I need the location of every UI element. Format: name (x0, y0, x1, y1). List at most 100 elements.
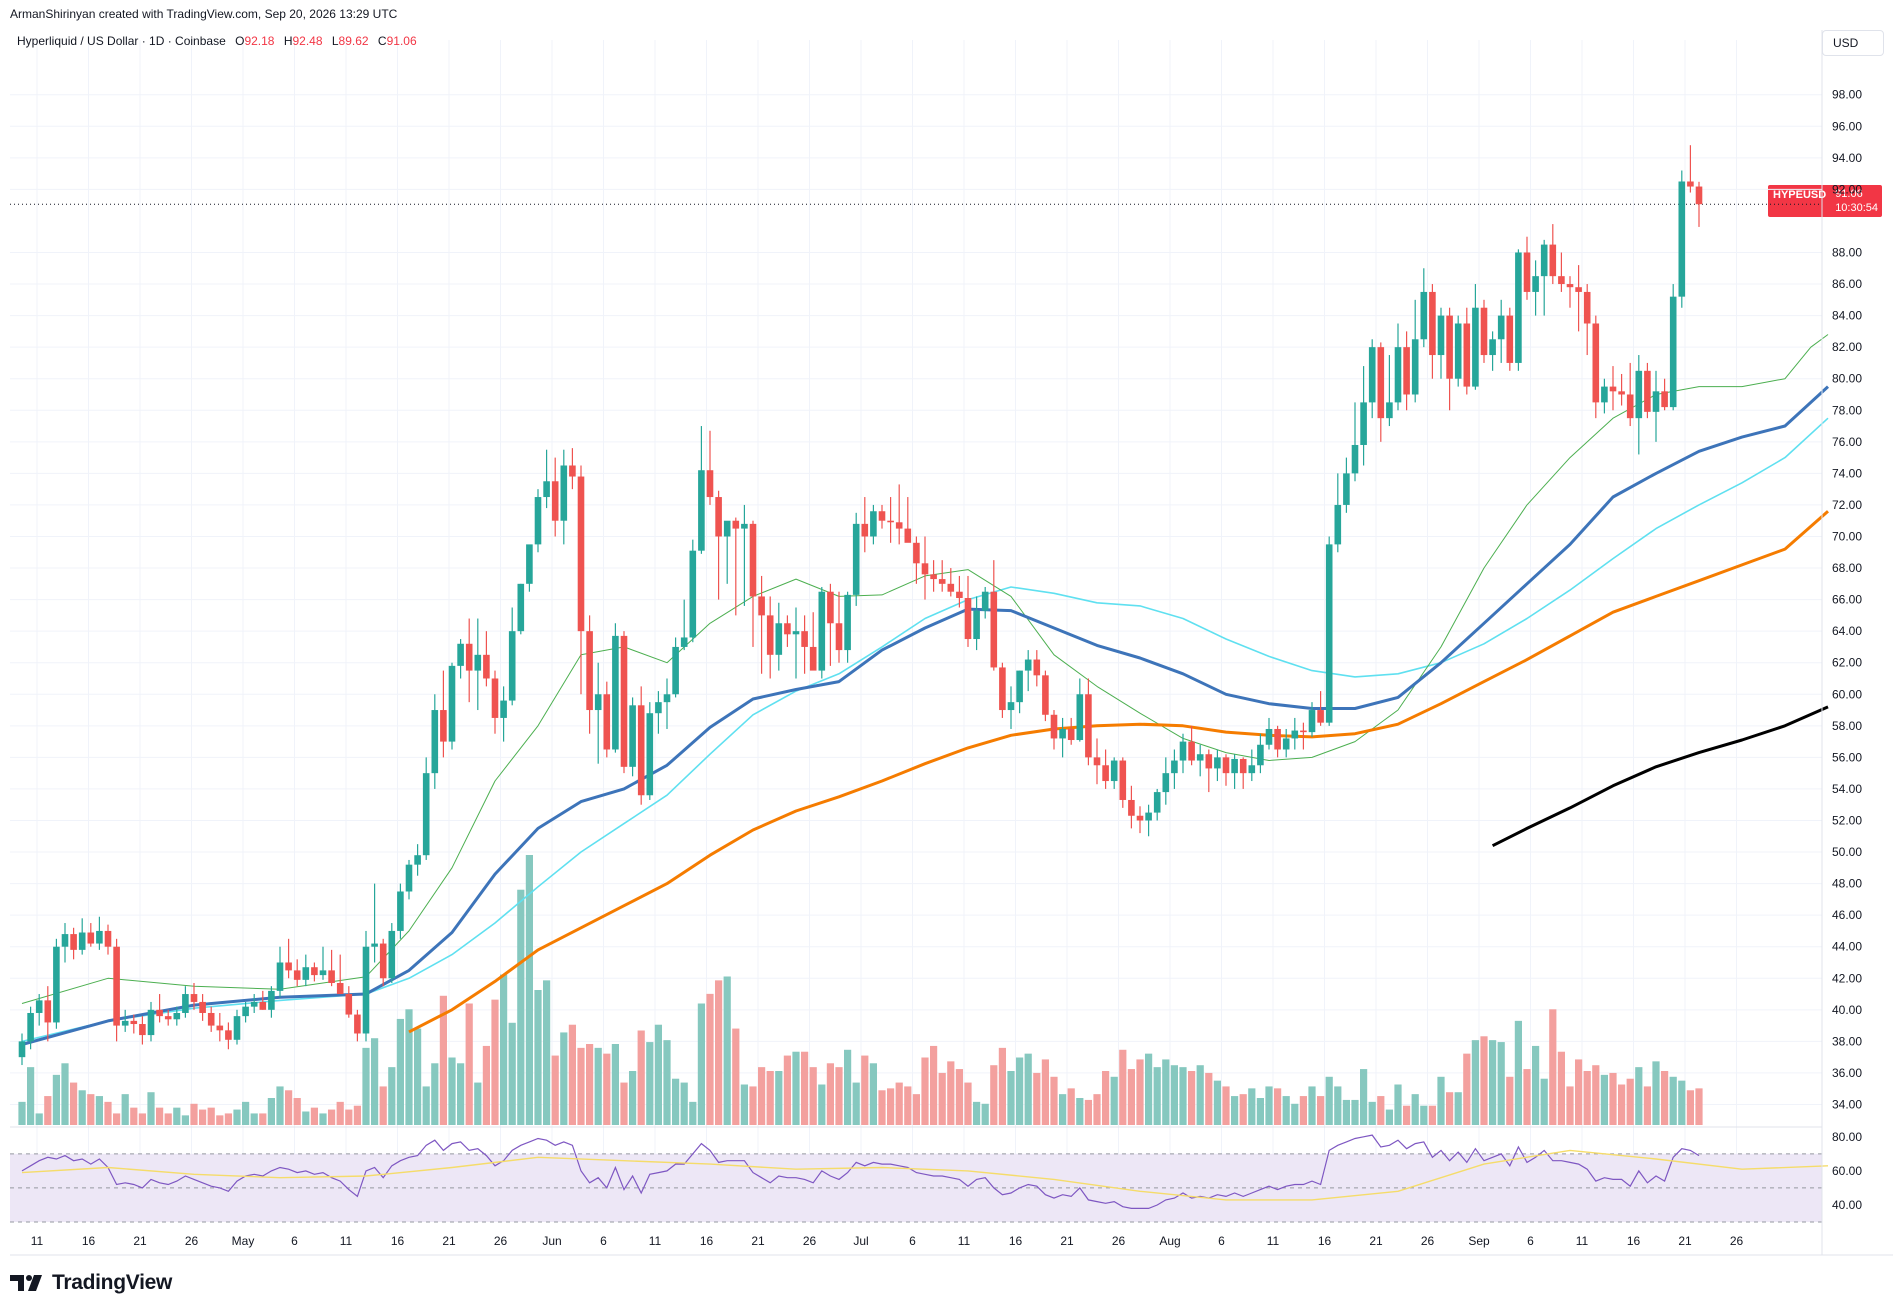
y-tick-label: 68.00 (1832, 561, 1862, 575)
volume-bar (190, 1103, 198, 1125)
candle-body (173, 1012, 181, 1020)
volume-bar (1652, 1061, 1660, 1125)
volume-bar (1549, 1009, 1557, 1125)
candle-body (887, 520, 894, 523)
x-tick-label: 6 (909, 1234, 916, 1248)
volume-bar (259, 1113, 267, 1125)
volume-bar (371, 1038, 379, 1125)
volume-bar (654, 1024, 662, 1125)
y-tick-label: 40.00 (1832, 1003, 1862, 1017)
candle-body (715, 497, 722, 537)
volume-bar (912, 1094, 920, 1125)
candle-body (1360, 402, 1367, 445)
volume-bar (491, 999, 499, 1125)
candle-body (1489, 339, 1496, 356)
volume-bar (1282, 1096, 1290, 1125)
ma-blue-line (21, 385, 1830, 1046)
x-tick-label: May (232, 1234, 255, 1248)
candles-layer (18, 145, 1703, 1066)
x-tick-label: 21 (1678, 1234, 1692, 1248)
candle-body (259, 1001, 267, 1010)
rsi-tick-label: 40.00 (1832, 1198, 1862, 1212)
candle-body (474, 654, 482, 671)
y-tick-label: 88.00 (1832, 245, 1862, 259)
currency-selector-button[interactable]: USD (1822, 30, 1884, 56)
tradingview-logo[interactable]: TradingView (10, 1271, 172, 1295)
legend-low: 89.62 (339, 34, 369, 48)
candle-body (973, 610, 980, 640)
volume-bar (1626, 1078, 1634, 1125)
candle-body (534, 497, 542, 545)
candle-body (1300, 730, 1307, 733)
candle-body (844, 594, 851, 651)
volume-layer (18, 855, 1703, 1125)
candle-body (1145, 812, 1152, 821)
volume-bar (689, 1101, 697, 1125)
volume-bar (362, 1047, 370, 1125)
candle-body (1420, 291, 1428, 340)
volume-bar (1274, 1088, 1282, 1125)
y-tick-label: 44.00 (1832, 940, 1862, 954)
x-tick-label: Sep (1468, 1234, 1490, 1248)
volume-bar (955, 1069, 963, 1125)
candle-body (130, 1020, 138, 1025)
volume-bar (27, 1067, 35, 1125)
y-tick-label: 48.00 (1832, 877, 1862, 891)
volume-bar (1532, 1045, 1540, 1125)
candle-body (1179, 741, 1187, 761)
volume-bar (577, 1047, 585, 1125)
candle-body (612, 635, 619, 750)
y-tick-label: 74.00 (1832, 466, 1862, 480)
volume-bar (1179, 1067, 1187, 1125)
candle-body (964, 598, 972, 640)
volume-bar (1024, 1053, 1032, 1125)
y-tick-label: 86.00 (1832, 277, 1862, 291)
volume-bar (164, 1113, 172, 1125)
volume-bar (998, 1047, 1006, 1125)
y-tick-label: 94.00 (1832, 151, 1862, 165)
legend-close: 91.06 (387, 34, 417, 48)
volume-bar (52, 1074, 60, 1125)
candle-body (1429, 291, 1436, 356)
candle-body (818, 591, 826, 671)
volume-bar (147, 1092, 155, 1125)
volume-bar (1454, 1092, 1462, 1125)
candle-body (164, 1016, 172, 1020)
x-tick-label: 11 (1576, 1234, 1589, 1248)
candle-body (268, 990, 275, 1010)
volume-bar (1695, 1088, 1703, 1125)
volume-bar (809, 1067, 817, 1125)
volume-bar (947, 1061, 955, 1125)
volume-bar (663, 1040, 671, 1125)
candle-body (1196, 754, 1204, 761)
chart-credit: ArmanShirinyan created with TradingView.… (10, 7, 398, 21)
candle-body (276, 962, 284, 991)
x-tick-label: 21 (1369, 1234, 1383, 1248)
candle-body (1661, 391, 1668, 408)
volume-bar (801, 1051, 809, 1125)
candle-body (18, 1041, 26, 1058)
y-tick-label: 36.00 (1832, 1066, 1862, 1080)
y-tick-label: 78.00 (1832, 403, 1862, 417)
volume-bar (611, 1044, 619, 1125)
y-tick-label: 82.00 (1832, 340, 1862, 354)
volume-bar (482, 1045, 490, 1125)
candle-body (1110, 760, 1118, 782)
candle-body (569, 465, 576, 477)
volume-bar (551, 1055, 559, 1125)
candle-body (216, 1025, 224, 1031)
volume-bar (242, 1101, 250, 1125)
volume-bar (1540, 1078, 1548, 1125)
candle-body (302, 967, 310, 980)
y-tick-label: 72.00 (1832, 498, 1862, 512)
candle-body (1128, 799, 1135, 816)
candle-body (921, 563, 929, 575)
y-tick-label: 76.00 (1832, 435, 1862, 449)
candle-body (53, 946, 60, 1023)
candle-body (1153, 792, 1161, 813)
x-tick-label: 6 (291, 1234, 298, 1248)
candle-body (749, 523, 757, 597)
candle-body (147, 1009, 155, 1036)
volume-bar (302, 1111, 310, 1125)
